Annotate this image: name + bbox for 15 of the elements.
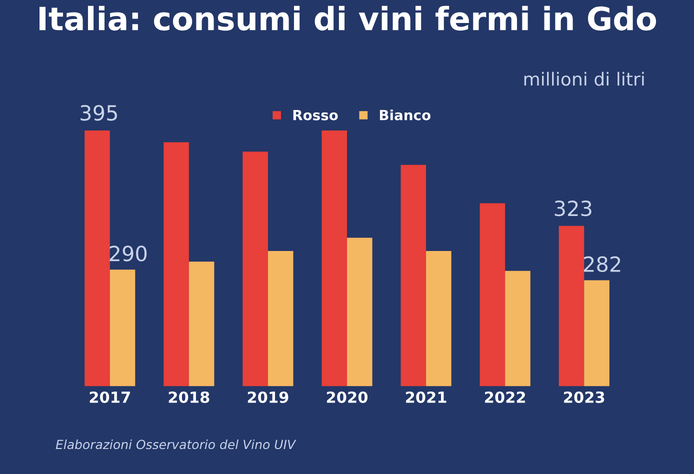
data-label: 282 (584, 256, 620, 272)
text: Elaborazioni Osservatorio del Vino UIV (56, 440, 296, 450)
x-tick-label: 2019 (248, 391, 288, 403)
x-tick-label: 2022 (485, 391, 526, 403)
x-tick-label: 2021 (406, 391, 446, 403)
data-label: 395 (80, 105, 117, 121)
x-tick-label: 2018 (168, 391, 210, 403)
chart-title: Italia: consumi di vini fermi in Gdo (40, 6, 656, 31)
x-tick-label: 2020 (326, 391, 368, 403)
legend-label: Rosso (293, 110, 338, 120)
legend-label: Bianco (380, 110, 430, 120)
data-label: 323 (554, 200, 592, 216)
x-tick-label: 2017 (90, 391, 130, 403)
x-tick-label: 2023 (564, 391, 604, 403)
chart-subtitle: millioni di litri (524, 72, 644, 86)
